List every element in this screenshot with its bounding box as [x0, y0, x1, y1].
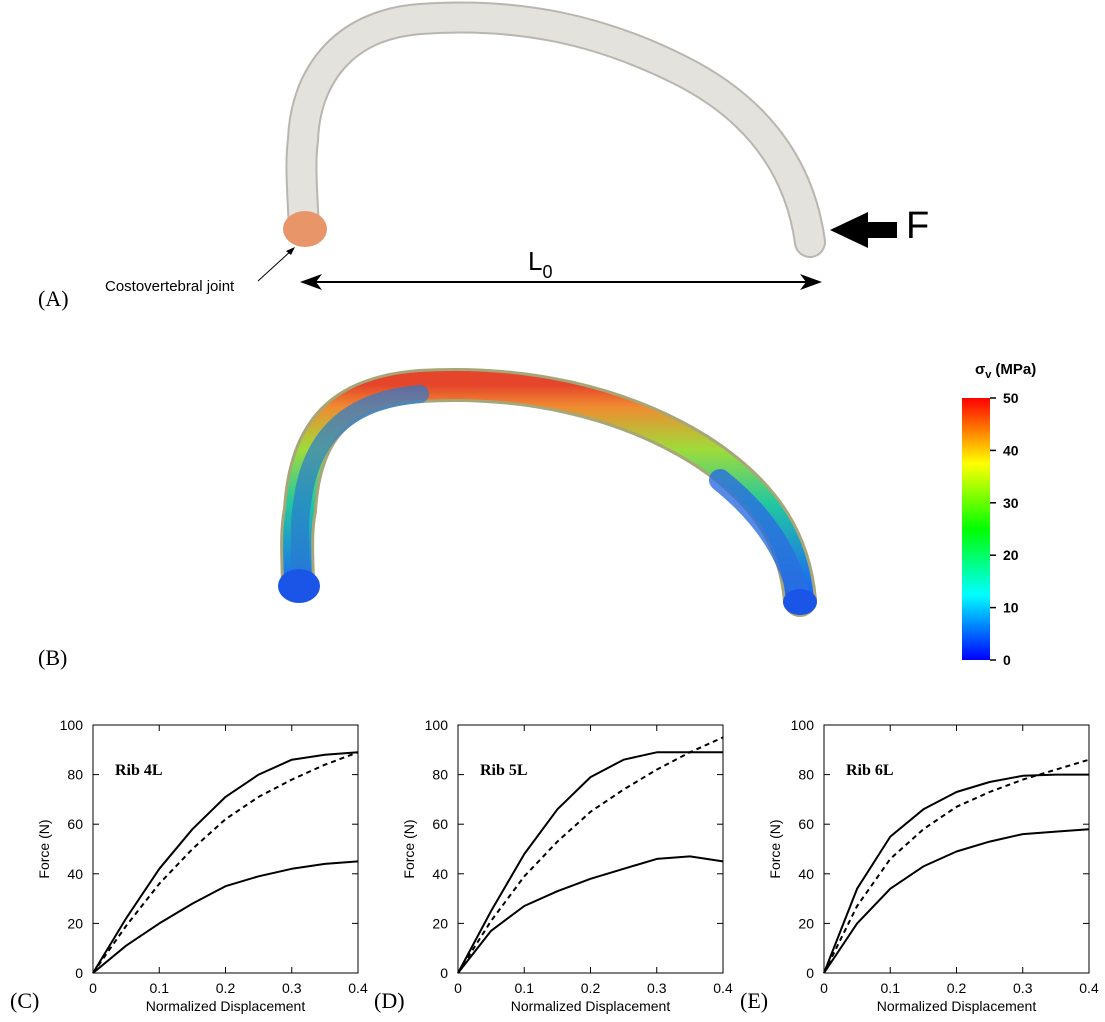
series-line [823, 828, 1090, 974]
colorbar-tick-label: 20 [1003, 547, 1019, 563]
series-line [457, 855, 724, 974]
colorbar-symbol: σ [975, 361, 985, 378]
x-tick-label: 0.2 [947, 980, 967, 996]
x-axis-label: Normalized Displacement [511, 998, 671, 1014]
x-tick-label: 0.3 [1013, 980, 1033, 996]
x-tick-label: 0.4 [713, 980, 733, 996]
x-tick-label: 0.2 [581, 980, 601, 996]
rib-b [278, 367, 817, 617]
length-symbol: L [528, 246, 542, 276]
x-tick-label: 0 [89, 980, 97, 996]
panel-label: (A) [38, 286, 69, 311]
x-tick-label: 0.4 [348, 980, 368, 996]
joint [283, 211, 327, 247]
chart-annotation: Rib 6L [846, 762, 894, 779]
y-axis-label: Force (N) [767, 819, 783, 878]
colorbar [962, 398, 990, 660]
y-tick-label: 0 [75, 965, 83, 981]
y-tick-label: 20 [67, 915, 83, 931]
x-tick-label: 0 [820, 980, 828, 996]
series-line [92, 751, 359, 974]
series-line [457, 751, 723, 974]
series-line [823, 773, 1089, 974]
joint-pointer-head [286, 247, 295, 255]
y-tick-label: 0 [806, 965, 814, 981]
colorbar-tick-label: 40 [1003, 442, 1019, 458]
y-tick-label: 40 [67, 866, 83, 882]
length-subscript: 0 [542, 262, 552, 282]
force-arrow [830, 212, 897, 248]
series-line [92, 751, 359, 974]
force-label: F [906, 205, 929, 247]
series-line [457, 736, 724, 974]
y-tick-label: 40 [798, 866, 814, 882]
colorbar-tick-label: 10 [1003, 600, 1019, 616]
series-line [823, 758, 1090, 974]
x-tick-label: 0.1 [881, 980, 901, 996]
x-tick-label: 0.3 [647, 980, 667, 996]
y-tick-label: 20 [432, 915, 448, 931]
colorbar-tick-label: 50 [1003, 390, 1019, 406]
colorbar-tick-label: 30 [1003, 495, 1019, 511]
y-tick-label: 40 [432, 866, 448, 882]
series-line [92, 860, 359, 974]
panel-label: (E) [740, 988, 768, 1013]
chart-annotation: Rib 4L [115, 762, 163, 779]
joint-pointer [257, 249, 293, 282]
y-tick-label: 100 [791, 717, 815, 733]
x-axis-label: Normalized Displacement [877, 998, 1037, 1014]
x-axis-label: Normalized Displacement [146, 998, 306, 1014]
y-tick-label: 20 [798, 915, 814, 931]
rib-a [283, 1, 826, 258]
y-axis-label: Force (N) [36, 819, 52, 878]
y-tick-label: 60 [798, 816, 814, 832]
x-tick-label: 0.2 [216, 980, 236, 996]
y-tick-label: 60 [67, 816, 83, 832]
panel-label: (B) [38, 645, 67, 670]
y-tick-label: 80 [67, 767, 83, 783]
colorbar-subscript: v [985, 369, 992, 381]
y-tick-label: 100 [60, 717, 84, 733]
colorbar-unit: (MPa) [995, 361, 1036, 378]
y-tick-label: 0 [440, 965, 448, 981]
chart-annotation: Rib 5L [480, 762, 528, 779]
y-tick-label: 100 [425, 717, 449, 733]
x-tick-label: 0 [454, 980, 462, 996]
colorbar-tick-label: 0 [1003, 652, 1011, 668]
x-tick-label: 0.1 [515, 980, 535, 996]
y-axis-label: Force (N) [401, 819, 417, 878]
panel-label: (D) [374, 988, 405, 1013]
joint-label: Costovertebral joint [105, 278, 235, 295]
x-tick-label: 0.4 [1079, 980, 1099, 996]
x-tick-label: 0.3 [282, 980, 302, 996]
colorbar-title: σv (MPa) [975, 361, 1036, 381]
y-tick-label: 80 [432, 767, 448, 783]
y-tick-label: 80 [798, 767, 814, 783]
length-label: L0 [528, 246, 552, 282]
panel-label: (C) [10, 988, 39, 1013]
length-arrow [300, 274, 822, 290]
y-tick-label: 60 [432, 816, 448, 832]
x-tick-label: 0.1 [150, 980, 170, 996]
